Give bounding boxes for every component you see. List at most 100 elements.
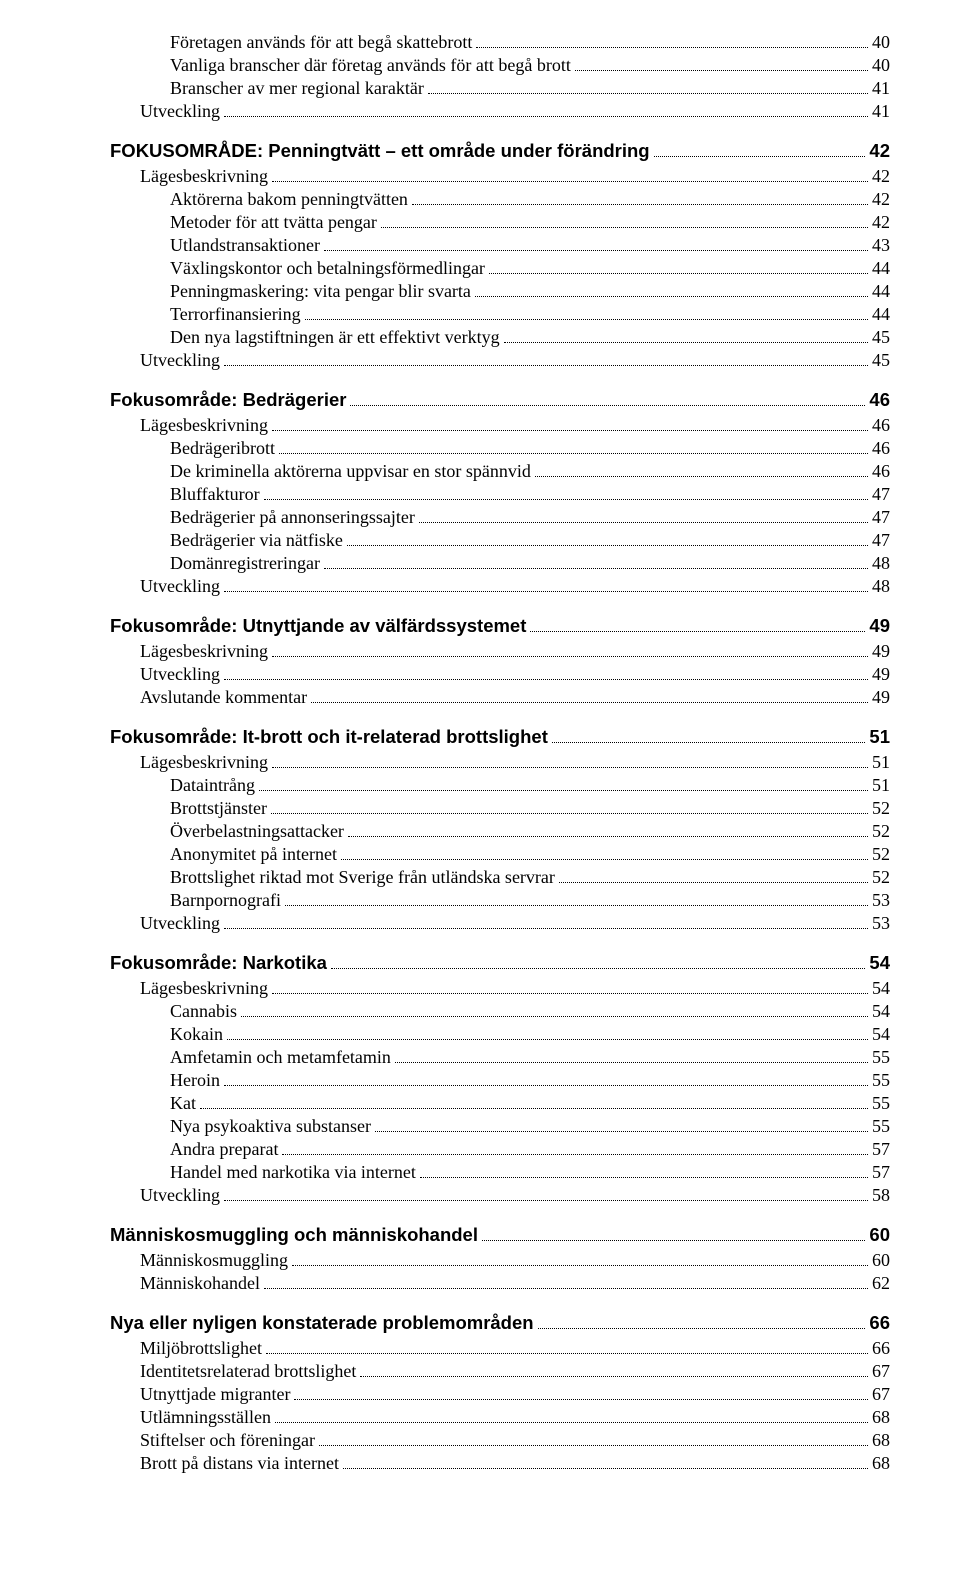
toc-entry-label: Fokusområde: Bedrägerier bbox=[110, 389, 346, 411]
toc-entry[interactable]: Vanliga branscher där företag används fö… bbox=[170, 55, 890, 76]
toc-entry[interactable]: Utnyttjade migranter67 bbox=[140, 1384, 890, 1405]
toc-leader-dots bbox=[292, 1251, 868, 1266]
toc-entry[interactable]: Utlandstransaktioner43 bbox=[170, 235, 890, 256]
toc-entry[interactable]: Den nya lagstiftningen är ett effektivt … bbox=[170, 327, 890, 348]
toc-entry-page: 66 bbox=[869, 1312, 890, 1334]
toc-entry-page: 46 bbox=[869, 389, 890, 411]
toc-entry[interactable]: Fokusområde: Narkotika54 bbox=[110, 952, 890, 974]
toc-entry[interactable]: Penningmaskering: vita pengar blir svart… bbox=[170, 281, 890, 302]
toc-entry[interactable]: Kokain 54 bbox=[170, 1024, 890, 1045]
toc-entry[interactable]: Utveckling48 bbox=[140, 576, 890, 597]
toc-entry[interactable]: Barnpornografi53 bbox=[170, 890, 890, 911]
toc-entry[interactable]: Terrorfinansiering 44 bbox=[170, 304, 890, 325]
toc-entry-label: Aktörerna bakom penningtvätten bbox=[170, 189, 408, 210]
toc-entry[interactable]: Metoder för att tvätta pengar42 bbox=[170, 212, 890, 233]
toc-entry-label: Fokusområde: It-brott och it-relaterad b… bbox=[110, 726, 548, 748]
toc-entry[interactable]: Nya psykoaktiva substanser55 bbox=[170, 1116, 890, 1137]
toc-entry[interactable]: De kriminella aktörerna uppvisar en stor… bbox=[170, 461, 890, 482]
toc-entry-label: Vanliga branscher där företag används fö… bbox=[170, 55, 571, 76]
toc-entry[interactable]: Heroin55 bbox=[170, 1070, 890, 1091]
toc-entry[interactable]: Bedrägerier på annonseringssajter47 bbox=[170, 507, 890, 528]
toc-entry[interactable]: Utveckling58 bbox=[140, 1185, 890, 1206]
toc-entry[interactable]: Människohandel62 bbox=[140, 1273, 890, 1294]
toc-entry-label: Terrorfinansiering bbox=[170, 304, 301, 325]
toc-entry[interactable]: Amfetamin och metamfetamin55 bbox=[170, 1047, 890, 1068]
toc-entry[interactable]: Identitetsrelaterad brottslighet67 bbox=[140, 1361, 890, 1382]
toc-entry[interactable]: Människosmuggling 60 bbox=[140, 1250, 890, 1271]
toc-leader-dots bbox=[224, 577, 868, 592]
toc-entry-label: Fokusområde: Narkotika bbox=[110, 952, 327, 974]
toc-entry[interactable]: Stiftelser och föreningar68 bbox=[140, 1430, 890, 1451]
toc-entry-label: Människohandel bbox=[140, 1273, 260, 1294]
toc-entry-page: 68 bbox=[872, 1430, 890, 1451]
toc-entry[interactable]: Domänregistreringar48 bbox=[170, 553, 890, 574]
toc-entry[interactable]: Miljöbrottslighet66 bbox=[140, 1338, 890, 1359]
toc-entry-page: 44 bbox=[872, 304, 890, 325]
toc-entry-label: Branscher av mer regional karaktär bbox=[170, 78, 424, 99]
toc-entry-page: 55 bbox=[872, 1047, 890, 1068]
toc-leader-dots bbox=[272, 979, 868, 994]
toc-entry[interactable]: Människosmuggling och människohandel60 bbox=[110, 1224, 890, 1246]
toc-entry[interactable]: Bedrägerier via nätfiske47 bbox=[170, 530, 890, 551]
toc-leader-dots bbox=[241, 1002, 868, 1017]
toc-entry[interactable]: Överbelastningsattacker52 bbox=[170, 821, 890, 842]
toc-entry[interactable]: Utveckling49 bbox=[140, 664, 890, 685]
toc-entry-label: Andra preparat bbox=[170, 1139, 278, 1160]
toc-entry-label: Kokain bbox=[170, 1024, 223, 1045]
toc-entry[interactable]: Brottstjänster52 bbox=[170, 798, 890, 819]
toc-entry[interactable]: FOKUSOMRÅDE: Penningtvätt – ett område u… bbox=[110, 140, 890, 162]
toc-leader-dots bbox=[504, 328, 868, 343]
toc-entry-label: Utlämningsställen bbox=[140, 1407, 271, 1428]
toc-entry[interactable]: Företagen används för att begå skattebro… bbox=[170, 32, 890, 53]
toc-entry[interactable]: Lägesbeskrivning46 bbox=[140, 415, 890, 436]
toc-entry-page: 46 bbox=[872, 415, 890, 436]
toc-entry[interactable]: Fokusområde: It-brott och it-relaterad b… bbox=[110, 726, 890, 748]
toc-entry[interactable]: Cannabis54 bbox=[170, 1001, 890, 1022]
toc-entry[interactable]: Anonymitet på internet52 bbox=[170, 844, 890, 865]
toc-entry[interactable]: Nya eller nyligen konstaterade problemom… bbox=[110, 1312, 890, 1334]
toc-entry[interactable]: Utveckling45 bbox=[140, 350, 890, 371]
toc-entry[interactable]: Fokusområde: Bedrägerier 46 bbox=[110, 389, 890, 411]
toc-entry-page: 43 bbox=[872, 235, 890, 256]
toc-entry-label: Penningmaskering: vita pengar blir svart… bbox=[170, 281, 471, 302]
toc-entry[interactable]: Branscher av mer regional karaktär41 bbox=[170, 78, 890, 99]
toc-leader-dots bbox=[224, 1071, 868, 1086]
toc-entry[interactable]: Lägesbeskrivning42 bbox=[140, 166, 890, 187]
toc-entry-label: Brottslighet riktad mot Sverige från utl… bbox=[170, 867, 555, 888]
toc-entry-page: 42 bbox=[872, 189, 890, 210]
toc-entry-page: 47 bbox=[872, 484, 890, 505]
toc-entry[interactable]: Brottslighet riktad mot Sverige från utl… bbox=[170, 867, 890, 888]
toc-entry[interactable]: Lägesbeskrivning49 bbox=[140, 641, 890, 662]
toc-entry[interactable]: Avslutande kommentar49 bbox=[140, 687, 890, 708]
toc-entry[interactable]: Kat55 bbox=[170, 1093, 890, 1114]
toc-entry[interactable]: Dataintrång51 bbox=[170, 775, 890, 796]
toc-leader-dots bbox=[343, 1454, 868, 1469]
toc-leader-dots bbox=[360, 1362, 868, 1377]
toc-entry[interactable]: Utveckling53 bbox=[140, 913, 890, 934]
toc-leader-dots bbox=[347, 531, 868, 546]
toc-entry-page: 53 bbox=[872, 913, 890, 934]
toc-entry[interactable]: Aktörerna bakom penningtvätten 42 bbox=[170, 189, 890, 210]
toc-entry-page: 48 bbox=[872, 576, 890, 597]
toc-leader-dots bbox=[266, 1339, 868, 1354]
toc-leader-dots bbox=[285, 891, 868, 906]
toc-entry[interactable]: Andra preparat57 bbox=[170, 1139, 890, 1160]
toc-entry[interactable]: Handel med narkotika via internet57 bbox=[170, 1162, 890, 1183]
toc-entry[interactable]: Lägesbeskrivning54 bbox=[140, 978, 890, 999]
toc-entry[interactable]: Utlämningsställen68 bbox=[140, 1407, 890, 1428]
toc-entry[interactable]: Fokusområde: Utnyttjande av välfärdssyst… bbox=[110, 615, 890, 637]
toc-entry[interactable]: Bedrägeribrott46 bbox=[170, 438, 890, 459]
toc-entry-page: 60 bbox=[872, 1250, 890, 1271]
toc-entry[interactable]: Utveckling41 bbox=[140, 101, 890, 122]
toc-entry-page: 46 bbox=[872, 438, 890, 459]
toc-entry-label: Utveckling bbox=[140, 664, 220, 685]
toc-entry-page: 54 bbox=[872, 1024, 890, 1045]
toc-entry[interactable]: Växlingskontor och betalningsförmedlinga… bbox=[170, 258, 890, 279]
toc-entry-label: Människosmuggling bbox=[140, 1250, 288, 1271]
toc-entry[interactable]: Lägesbeskrivning51 bbox=[140, 752, 890, 773]
toc-entry-page: 40 bbox=[872, 55, 890, 76]
toc-leader-dots bbox=[227, 1025, 868, 1040]
toc-entry-label: Handel med narkotika via internet bbox=[170, 1162, 416, 1183]
toc-entry[interactable]: Bluffakturor47 bbox=[170, 484, 890, 505]
toc-entry[interactable]: Brott på distans via internet68 bbox=[140, 1453, 890, 1474]
